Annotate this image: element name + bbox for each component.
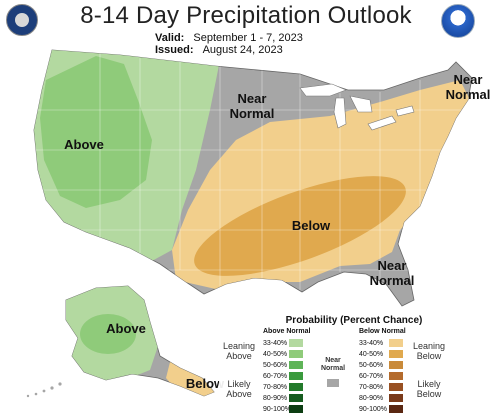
label-above-alaska: Above: [106, 321, 146, 336]
legend-near-normal-swatch: [327, 379, 339, 387]
below-level-label-0: 33-40%: [359, 340, 384, 347]
above-level-label-4: 70-80%: [263, 384, 288, 391]
legend-above-header: Above Normal: [263, 328, 311, 335]
below-level-label-6: 90-100%: [359, 406, 388, 413]
above-swatch-2: [289, 361, 303, 369]
above-swatch-6: [289, 405, 303, 413]
label-near-normal-north: Near Normal: [229, 91, 275, 121]
label-below-central: Below: [291, 218, 331, 233]
below-level-label-1: 40-50%: [359, 351, 384, 358]
above-level-label-1: 40-50%: [263, 351, 288, 358]
noaa-logo: [441, 4, 475, 38]
below-swatch-0: [389, 339, 403, 347]
label-near-normal-northeast: Near Normal: [445, 72, 491, 102]
page-title: 8-14 Day Precipitation Outlook: [80, 2, 412, 29]
great-lakes: [299, 83, 415, 131]
probability-legend: Probability (Percent Chance) Above Norma…: [219, 313, 489, 417]
below-level-label-4: 70-80%: [359, 384, 384, 391]
issued-label: Issued:: [155, 44, 194, 56]
below-swatch-4: [389, 383, 403, 391]
state-lines: [34, 50, 470, 290]
above-level-label-0: 33-40%: [263, 340, 288, 347]
below-level-label-2: 50-60%: [359, 362, 384, 369]
below-swatch-2: [389, 361, 403, 369]
above-level-label-5: 80-90%: [263, 395, 288, 402]
valid-value: September 1 - 7, 2023: [193, 32, 303, 44]
above-core-region: [40, 56, 152, 208]
above-level-label-3: 60-70%: [263, 373, 288, 380]
legend-near-normal: Near Normal: [320, 357, 346, 372]
valid-line: Valid: September 1 - 7, 2023: [155, 32, 303, 44]
above-swatch-1: [289, 350, 303, 358]
issued-value: August 24, 2023: [202, 44, 283, 56]
above-level-label-2: 50-60%: [263, 362, 288, 369]
alaska-above-core: [80, 314, 136, 354]
legend-likely-above: Likely Above: [226, 379, 252, 399]
below-swatch-6: [389, 405, 403, 413]
doc-seal-logo: [6, 4, 38, 36]
above-swatch-3: [289, 372, 303, 380]
below-swatch-3: [389, 372, 403, 380]
below-swatch-1: [389, 350, 403, 358]
label-near-normal-southeast: Near Normal: [369, 258, 415, 288]
label-below-alaska: Below: [185, 376, 225, 391]
below-swatch-5: [389, 394, 403, 402]
above-swatch-5: [289, 394, 303, 402]
legend-leaning-above: Leaning Above: [222, 341, 256, 361]
legend-title: Probability (Percent Chance): [285, 315, 423, 326]
label-above-west: Above: [64, 137, 104, 152]
aleutian-islands: [26, 382, 62, 398]
legend-leaning-below: Leaning Below: [412, 341, 446, 361]
above-swatch-4: [289, 383, 303, 391]
above-level-label-6: 90-100%: [263, 406, 292, 413]
below-level-label-3: 60-70%: [359, 373, 384, 380]
below-level-label-5: 80-90%: [359, 395, 384, 402]
issued-line: Issued: August 24, 2023: [155, 44, 283, 56]
above-swatch-0: [289, 339, 303, 347]
legend-below-header: Below Normal: [359, 328, 406, 335]
legend-likely-below: Likely Below: [416, 379, 442, 399]
valid-label: Valid:: [155, 32, 185, 44]
